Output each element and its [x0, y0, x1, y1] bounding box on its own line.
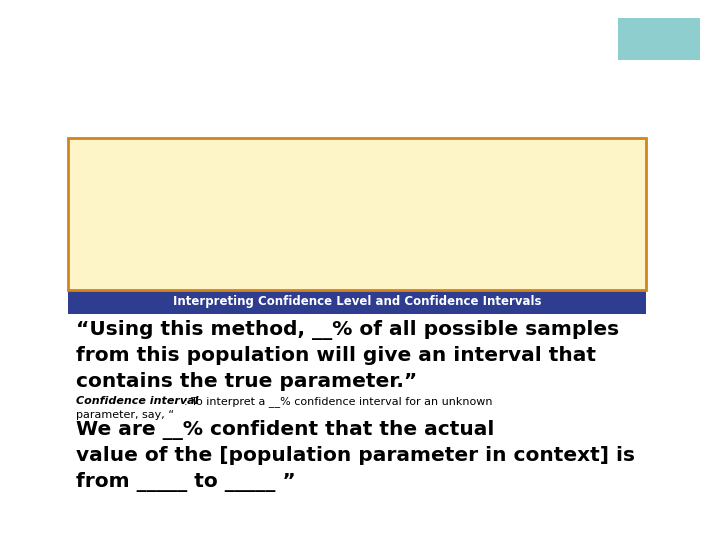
- Text: from this population will give an interval that: from this population will give an interv…: [76, 346, 596, 365]
- Text: Confidence level: Confidence level: [76, 302, 180, 312]
- Text: value of the [population parameter in context] is: value of the [population parameter in co…: [76, 446, 635, 465]
- Text: : To say that we are __%: : To say that we are __%: [171, 302, 305, 313]
- Text: parameter, say, “: parameter, say, “: [76, 410, 174, 420]
- Text: Interpreting Confidence Level and Confidence Intervals: Interpreting Confidence Level and Confid…: [173, 295, 541, 308]
- Text: contains the true parameter.”: contains the true parameter.”: [76, 372, 418, 391]
- Text: from _____ to _____ ”: from _____ to _____ ”: [76, 472, 296, 492]
- Text: : To interpret a __% confidence interval for an unknown: : To interpret a __% confidence interval…: [184, 396, 492, 407]
- Text: We are __% confident that the actual: We are __% confident that the actual: [76, 420, 495, 440]
- Text: Confidence interval: Confidence interval: [76, 396, 199, 406]
- Text: “Using this method, __% of all possible samples: “Using this method, __% of all possible …: [76, 320, 619, 340]
- Text: is shorthand for: is shorthand for: [360, 302, 451, 312]
- Text: confident: confident: [307, 302, 363, 312]
